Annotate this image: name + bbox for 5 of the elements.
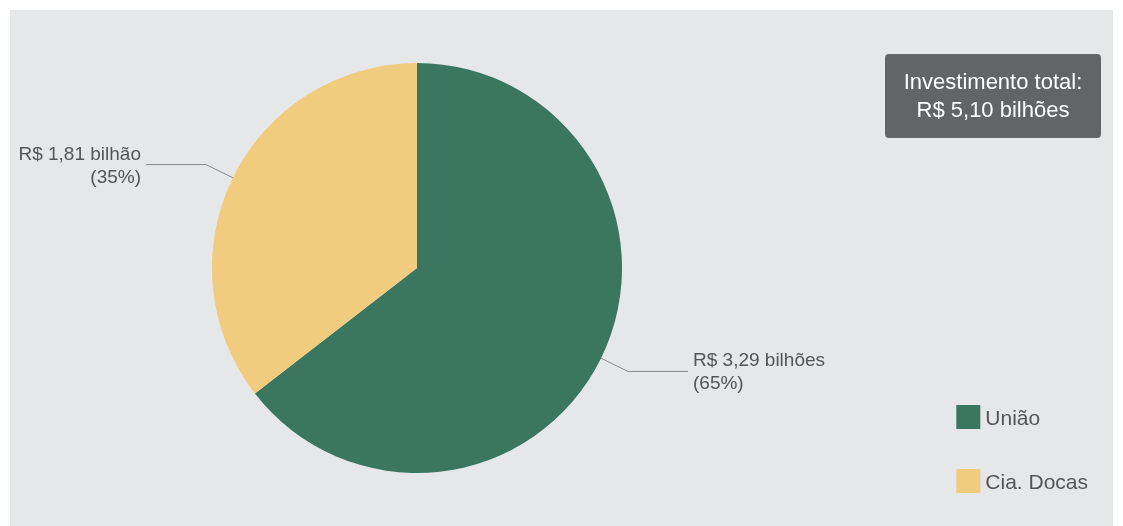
text: Investimento total: R$ 5,10 bilhões bbox=[885, 54, 1101, 138]
data-label: R$ 1,81 bilhão (35%) bbox=[18, 142, 141, 187]
legend-label: Cia. Docas bbox=[985, 469, 1088, 493]
legend-label: União bbox=[985, 405, 1041, 429]
data-label: R$ 3,29 bilhões (65%) bbox=[693, 349, 826, 394]
